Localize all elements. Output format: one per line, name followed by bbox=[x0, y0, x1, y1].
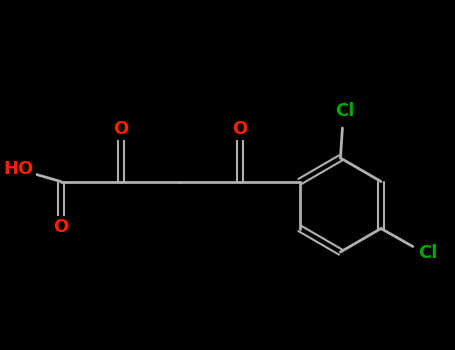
Text: O: O bbox=[233, 120, 248, 139]
Text: Cl: Cl bbox=[335, 102, 354, 120]
Text: HO: HO bbox=[4, 161, 34, 178]
Text: O: O bbox=[113, 120, 128, 139]
Text: Cl: Cl bbox=[418, 245, 438, 262]
Text: O: O bbox=[53, 217, 68, 236]
